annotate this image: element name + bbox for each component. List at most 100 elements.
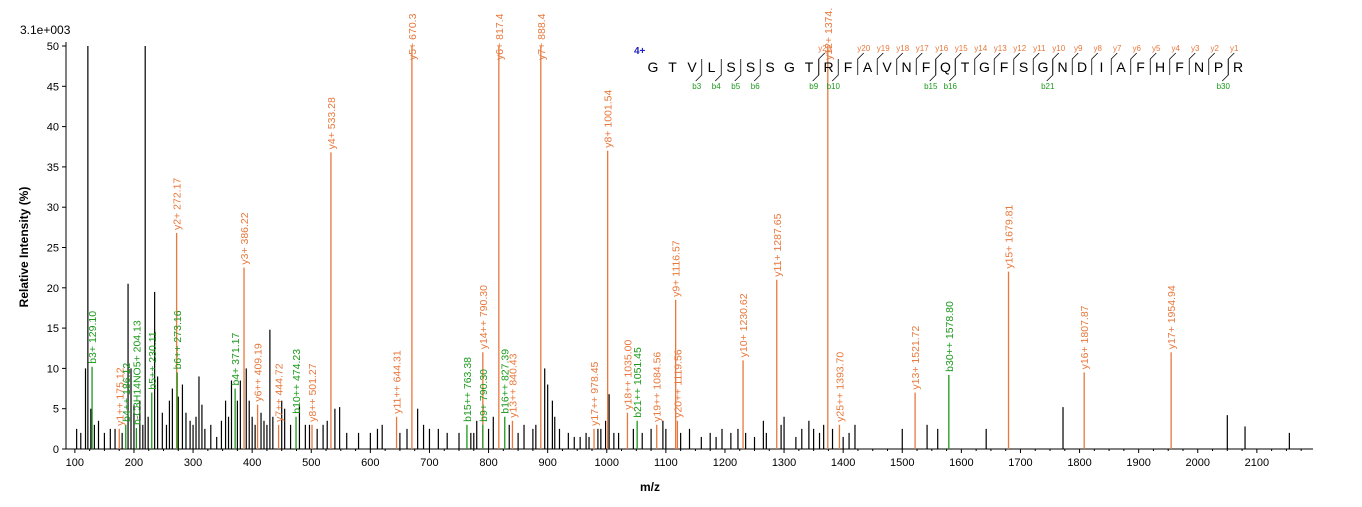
peak-label: y25++ 1393.70	[834, 352, 846, 422]
sequence-residue: D	[1077, 59, 1087, 75]
peak-label: y11+ 1287.65	[772, 213, 784, 276]
b-ion-label: b5	[731, 82, 740, 91]
sequence-residue: F	[844, 59, 853, 75]
peak-label: y20++ 1119.56	[672, 349, 684, 418]
peaks	[76, 46, 1290, 449]
peak-label: y17+ 1954.94	[1166, 285, 1178, 349]
y-ion-label: y20	[857, 44, 870, 53]
y-ion-bracket	[1110, 52, 1118, 75]
x-tick-label: 600	[361, 457, 379, 469]
b-ion-label: b9	[809, 82, 818, 91]
peak-label: b21++ 1051.45	[632, 347, 644, 418]
b-ion-bracket	[929, 59, 937, 82]
y-tick-label: 5	[53, 404, 59, 416]
peak-label: b4+ 371.17	[230, 333, 242, 386]
peak-label: y13+ 1521.72	[910, 325, 922, 389]
sequence-residue: G	[648, 59, 659, 75]
sequence-residue: S	[1019, 59, 1028, 75]
x-tick-label: 1900	[1126, 457, 1150, 469]
sequence-residue: P	[1214, 59, 1223, 75]
peak-label: y4+ 533.28	[326, 97, 338, 149]
x-tick-label: 1600	[949, 457, 973, 469]
x-tick-label: 1400	[831, 457, 855, 469]
sequence-residue: S	[746, 59, 755, 75]
sequence-residue: G	[784, 59, 795, 75]
y-ion-bracket	[1208, 52, 1216, 75]
y-ion-label: y10	[1052, 44, 1065, 53]
peak-label: y12+ 1374.	[823, 8, 835, 60]
peak-label: b-C8H14NO5+ 204.13	[131, 320, 143, 425]
peak-label: b30++ 1578.80	[944, 301, 956, 372]
peak-label: y18++ 1035.00	[622, 340, 634, 410]
y-ion-bracket	[857, 52, 865, 75]
y-tick-label: 20	[47, 283, 59, 295]
y-ion-label: y5	[1152, 44, 1161, 53]
peak-label: y5+ 670.3	[407, 13, 419, 60]
y-ion-label: y14	[974, 44, 987, 53]
b-ion-label: b6	[751, 82, 760, 91]
x-tick-label: 900	[538, 457, 556, 469]
y-ion-bracket	[1188, 52, 1196, 75]
y-ion-label: y16	[935, 44, 948, 53]
peak-label: y8++ 501.27	[307, 363, 319, 422]
sequence-residue: F	[1136, 59, 1145, 75]
y-tick-label: 45	[47, 81, 59, 93]
y-tick-label: 10	[47, 363, 59, 375]
peak-label: b9+ 790.30	[478, 369, 490, 422]
y-ion-label: y12	[1013, 44, 1026, 53]
sequence-residue: F	[1175, 59, 1184, 75]
peak-label: y8+ 1001.54	[603, 90, 615, 148]
b-ion-label: b10	[827, 82, 841, 91]
x-tick-label: 1300	[772, 457, 796, 469]
y-ion-label: y6	[1133, 44, 1142, 53]
peak-label: y7++ 444.72	[274, 363, 286, 422]
b-ion-label: b21	[1041, 82, 1055, 91]
b-ion-label: b30	[1217, 82, 1231, 91]
peak-label: b15++ 763.38	[462, 357, 474, 422]
b-ion-bracket	[948, 59, 956, 82]
y-tick-label: 0	[53, 444, 59, 456]
sequence-residue: V	[687, 59, 697, 75]
peak-label: b3+ 129.10	[87, 311, 99, 364]
y-ion-bracket	[1091, 52, 1099, 75]
x-tick-label: 2000	[1186, 457, 1210, 469]
y-ion-bracket	[915, 52, 923, 75]
sequence-residue: T	[961, 59, 970, 75]
y-ion-label: y9	[1074, 44, 1083, 53]
y-ion-bracket	[876, 52, 884, 75]
x-tick-label: 800	[479, 457, 497, 469]
peak-label: y6+ 817.4	[494, 13, 506, 60]
peak-label: y9+ 1116.57	[671, 240, 683, 297]
y-ion-bracket	[1149, 52, 1157, 75]
b-ion-bracket	[734, 59, 742, 82]
x-tick-label: 2100	[1245, 457, 1269, 469]
peak-label: y2+ 272.17	[172, 178, 184, 230]
axes: 0 5 10 15 20 25 30 35 40 45 50 100 200 300 400 500 600 70…	[47, 41, 1313, 469]
b-ion-label: b4	[712, 82, 721, 91]
b-ion-bracket	[714, 59, 722, 82]
peak-label: b4++ 186.12	[121, 363, 133, 422]
y-tick-label: 50	[47, 41, 59, 53]
y-ion-label: y13	[994, 44, 1007, 53]
b-ion-label: b16	[944, 82, 958, 91]
y-ion-label: y3	[1191, 44, 1200, 53]
sequence-residue: S	[726, 59, 735, 75]
peak-label: y3+ 386.22	[239, 212, 251, 264]
y-ion-label: y4	[1172, 44, 1181, 53]
peak-label: y19++ 1084.56	[652, 352, 664, 422]
peak-label: y11++ 644.31	[392, 350, 404, 414]
y-ion-label: y18	[896, 44, 909, 53]
peak-label: b5++ 230.11	[147, 331, 159, 389]
x-tick-label: 1500	[890, 457, 914, 469]
peak-label: y17++ 978.45	[589, 361, 601, 425]
sequence-residue: R	[1233, 59, 1243, 75]
x-tick-label: 400	[243, 457, 261, 469]
sequence-residue: A	[863, 59, 873, 75]
y-ion-bracket	[1130, 52, 1138, 75]
sequence-residue: I	[1100, 59, 1104, 75]
y-tick-label: 25	[47, 243, 59, 255]
y-ion-bracket	[1032, 52, 1040, 75]
sequence-residue: T	[805, 59, 814, 75]
